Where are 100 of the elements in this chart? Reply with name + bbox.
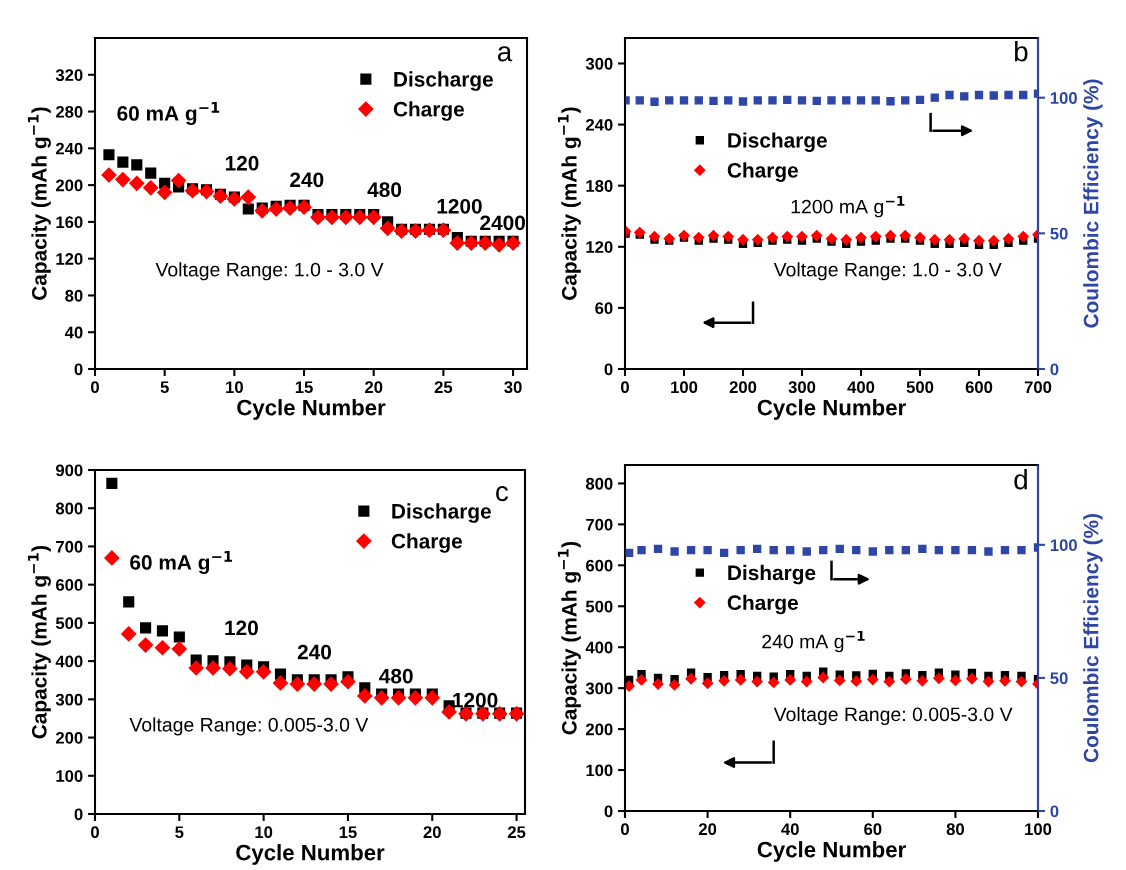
- legend-label: Charge: [391, 533, 462, 553]
- annotation: 240 mA g$^{−1}$: [762, 630, 865, 653]
- x-tick-label: 20: [698, 823, 717, 836]
- y-tick-label: 280: [55, 105, 83, 118]
- legend-label: Discharge: [394, 71, 493, 91]
- y2-axis-title: Coulombic Efficiency (%): [1083, 79, 1103, 328]
- x-tick-label: 0: [91, 826, 99, 839]
- x-tick-label: 100: [671, 381, 698, 394]
- y-tick-label: 80: [65, 289, 83, 302]
- y-tick-label: 240: [55, 142, 83, 155]
- annotation: Voltage Range: 1.0 - 3.0 V: [773, 262, 1002, 281]
- annotation: 60 mA g$^{−1}$: [130, 551, 233, 575]
- x-tick-label: 25: [434, 381, 453, 394]
- x-tick-label: 40: [781, 823, 799, 836]
- x-tick-label: 15: [295, 381, 313, 394]
- legend-label: Charge: [393, 101, 464, 121]
- y-tick-label: 200: [55, 179, 83, 192]
- annotation: 1200 mA g$^{−1}$: [791, 195, 905, 218]
- annotation: 240: [290, 172, 324, 188]
- x-tick-label: 0: [621, 823, 629, 836]
- x-tick-label: 5: [175, 826, 184, 839]
- y-tick-label: 100: [56, 770, 83, 782]
- y-tick-label: 700: [56, 540, 83, 553]
- y2-tick-label: 100: [1050, 92, 1077, 104]
- y2-tick-label: 50: [1050, 672, 1068, 685]
- x-axis-title: Cycle Number: [757, 399, 906, 420]
- y2-tick-label: 0: [1050, 363, 1059, 376]
- y-tick-label: 300: [585, 57, 613, 70]
- x-tick-label: 25: [507, 826, 526, 839]
- y-tick-label: 400: [585, 641, 613, 654]
- y-tick-label: 600: [56, 579, 83, 591]
- x-axis-title: Cycle Number: [757, 841, 906, 862]
- annotation: 480: [367, 182, 402, 198]
- x-tick-label: 0: [91, 381, 99, 394]
- annotation: d: [1014, 469, 1027, 490]
- y-axis-title: Capacity (mAh g$^{−1}$): [557, 541, 581, 735]
- x-tick-label: 500: [906, 381, 934, 394]
- annotation: 1200: [437, 198, 482, 214]
- y-tick-label: 160: [56, 216, 83, 229]
- annotation: 120: [225, 155, 259, 171]
- y-tick-label: 600: [586, 559, 613, 572]
- y-tick-label: 60: [595, 302, 613, 315]
- annotation: Voltage Range: 1.0 - 3.0 V: [155, 262, 384, 281]
- y-tick-label: 500: [585, 600, 613, 613]
- x-tick-label: 300: [788, 381, 816, 394]
- y-axis-title: Capacity (mAh g$^{−1}$): [557, 107, 581, 300]
- legend-label: Discharge: [728, 132, 827, 152]
- annotation: 2400: [480, 215, 525, 231]
- y-tick-label: 120: [56, 253, 83, 265]
- y-tick-label: 320: [55, 69, 83, 81]
- y-tick-label: 700: [586, 518, 613, 531]
- legend-label: Disharge: [728, 564, 816, 585]
- y-tick-label: 0: [604, 805, 613, 818]
- x-tick-label: 10: [226, 381, 243, 394]
- x-tick-label: 400: [847, 381, 875, 394]
- x-tick-label: 5: [160, 381, 169, 394]
- y-tick-label: 400: [55, 655, 83, 668]
- y-tick-label: 500: [55, 617, 83, 630]
- annotation: a: [497, 46, 513, 62]
- y-axis-title: Capacity (mAh g$^{−1}$): [27, 107, 51, 300]
- y2-tick-label: 50: [1050, 227, 1068, 240]
- annotation: 120: [225, 620, 258, 636]
- annotation: 1200: [453, 692, 498, 708]
- annotation: 480: [379, 668, 413, 684]
- y-tick-label: 0: [74, 808, 83, 821]
- y-tick-label: 180: [586, 180, 613, 192]
- x-tick-label: 60: [864, 823, 882, 836]
- annotation: Voltage Range: 0.005-3.0 V: [773, 706, 1013, 726]
- y-tick-label: 900: [55, 464, 83, 477]
- x-tick-label: 0: [621, 381, 629, 394]
- y2-axis-title: Coulombic Efficiency (%): [1083, 514, 1103, 763]
- annotation: 60 mA g$^{−1}$: [117, 102, 220, 126]
- annotation: 240: [297, 644, 332, 660]
- y-tick-label: 0: [604, 363, 613, 376]
- y2-tick-label: 0: [1050, 805, 1059, 818]
- y-tick-label: 800: [55, 502, 83, 515]
- x-tick-label: 100: [1025, 823, 1052, 836]
- y-tick-label: 300: [55, 693, 83, 706]
- legend-label: Charge: [727, 162, 798, 182]
- x-tick-label: 30: [504, 381, 522, 394]
- x-axis-title: Cycle Number: [236, 844, 385, 865]
- legend-label: Charge: [727, 594, 798, 615]
- y-tick-label: 120: [586, 241, 613, 253]
- x-axis-title: Cycle Number: [237, 399, 386, 420]
- legend-label: Discharge: [392, 503, 491, 523]
- x-tick-label: 600: [965, 381, 993, 394]
- x-tick-label: 20: [365, 381, 383, 394]
- annotation: c: [496, 486, 509, 502]
- y-tick-label: 40: [64, 326, 83, 339]
- y-tick-label: 200: [55, 731, 83, 744]
- y-tick-label: 800: [585, 477, 613, 490]
- x-tick-label: 80: [946, 823, 964, 836]
- annotation: Voltage Range: 0.005-3.0 V: [129, 717, 369, 736]
- y2-tick-label: 100: [1050, 539, 1077, 552]
- y-tick-label: 100: [586, 764, 613, 777]
- annotation: b: [1015, 41, 1028, 62]
- x-tick-label: 20: [423, 826, 441, 839]
- y-tick-label: 300: [585, 682, 613, 695]
- x-tick-label: 200: [729, 381, 757, 394]
- y-axis-title: Capacity (mAh g$^{−1}$): [27, 545, 51, 739]
